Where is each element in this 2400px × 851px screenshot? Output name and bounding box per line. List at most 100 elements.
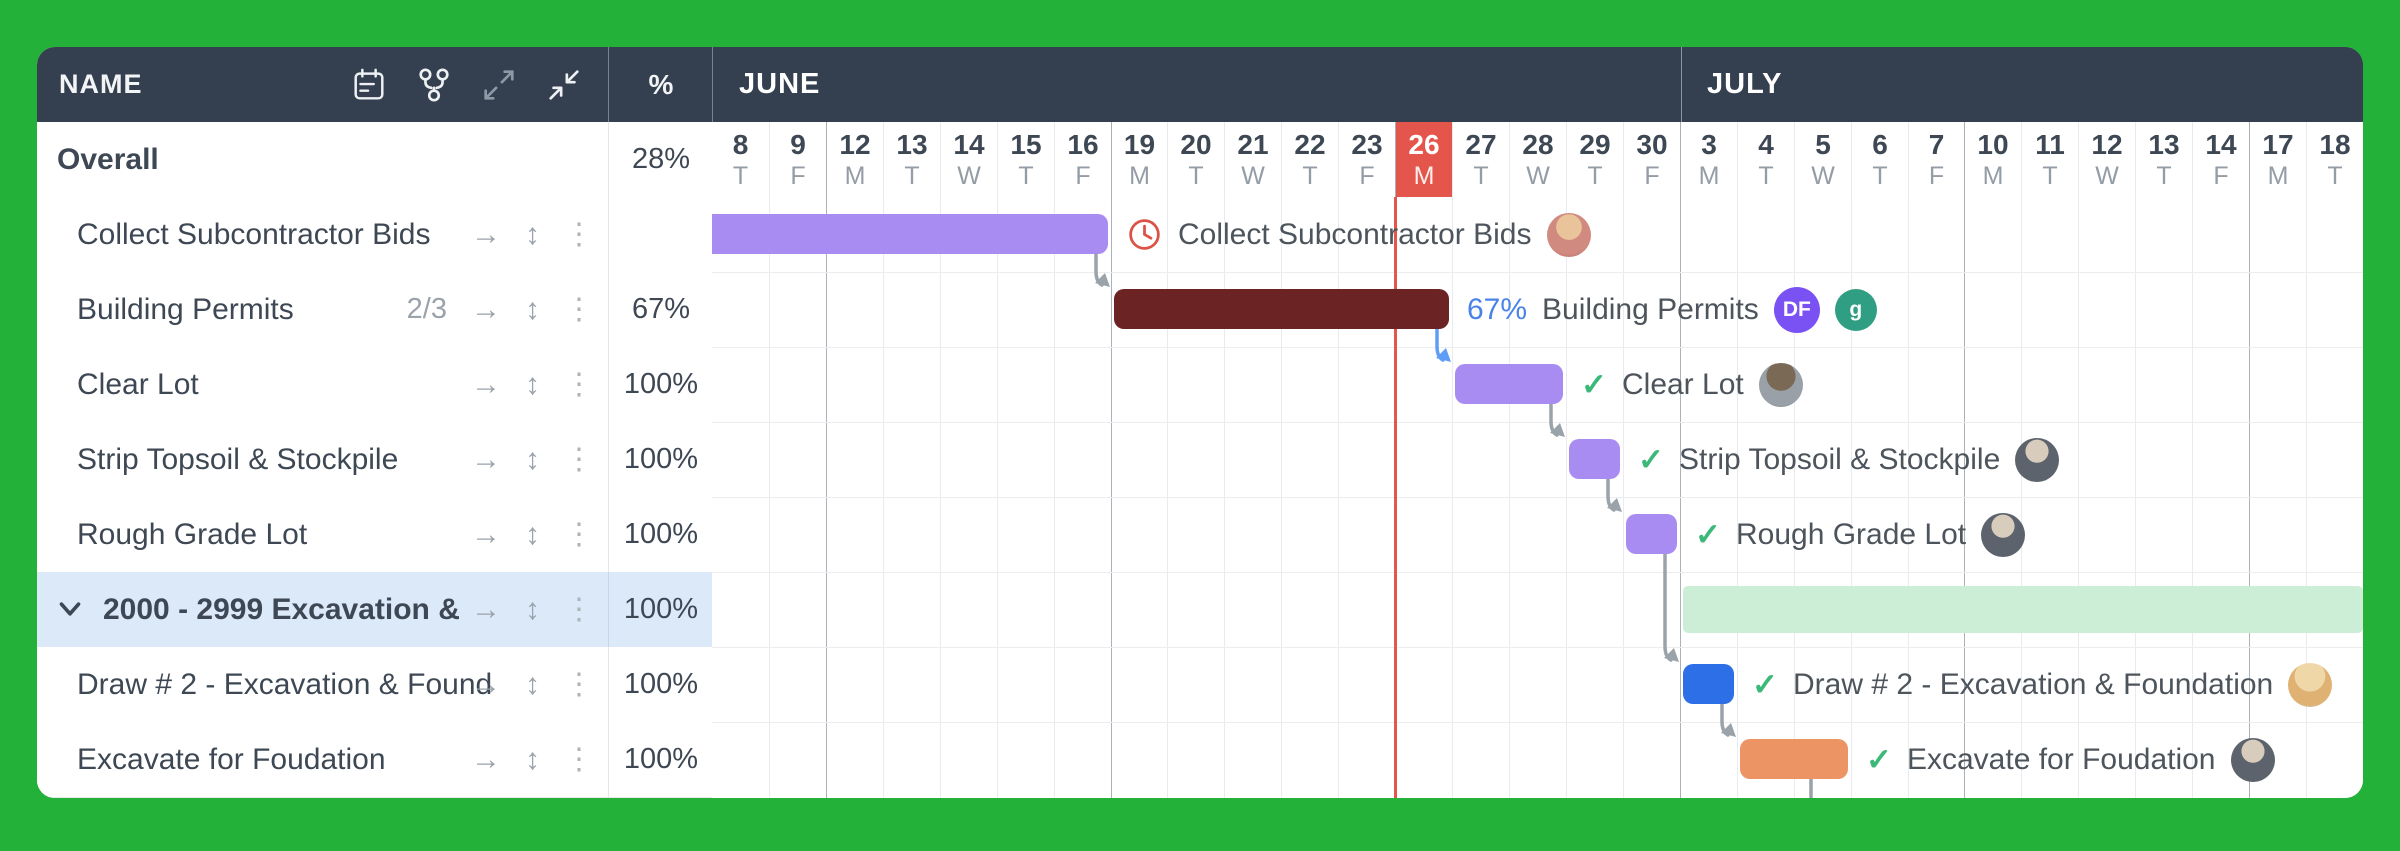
date-cell: 17 M <box>2249 122 2306 197</box>
row-menu-icon[interactable]: ⋮ <box>564 742 594 776</box>
date-number: 19 <box>1123 128 1156 160</box>
task-name: Building Permits <box>77 292 294 326</box>
date-number: 13 <box>896 128 928 160</box>
dependency-connector <box>1549 402 1565 437</box>
dependency-arrow-icon[interactable]: → <box>471 292 501 326</box>
date-cell: 28 W <box>1509 122 1566 197</box>
task-row[interactable]: Draw # 2 - Excavation & Found → ↕ ⋮ 100% <box>37 647 712 723</box>
resize-row-icon[interactable]: ↕ <box>525 517 540 551</box>
task-row[interactable]: Excavate for Foudation → ↕ ⋮ 100% <box>37 722 712 798</box>
taskbar[interactable] <box>1455 364 1563 404</box>
taskbar[interactable] <box>1683 664 1734 704</box>
check-icon: ✓ <box>1581 366 1607 402</box>
calendar-icon[interactable] <box>349 65 389 105</box>
row-menu-icon[interactable]: ⋮ <box>564 592 594 626</box>
chevron-down-icon[interactable] <box>53 596 87 627</box>
taskbar[interactable] <box>1569 439 1620 479</box>
date-weekday: M <box>844 161 866 190</box>
collapse-icon[interactable] <box>544 65 584 105</box>
resize-row-icon[interactable]: ↕ <box>525 367 540 401</box>
row-action-icons: 2/3 → ↕ ⋮ <box>407 272 594 347</box>
row-menu-icon[interactable]: ⋮ <box>564 367 594 401</box>
dependency-arrow-icon[interactable]: → <box>471 667 501 701</box>
date-number: 18 <box>2319 128 2351 160</box>
taskbar[interactable] <box>1740 739 1848 779</box>
month-header: JUNE JULY <box>712 47 2363 122</box>
date-weekday: T <box>1018 161 1034 190</box>
row-menu-icon[interactable]: ⋮ <box>564 442 594 476</box>
date-number: 14 <box>953 128 985 160</box>
expand-icon[interactable] <box>479 65 519 105</box>
dependency-arrow-icon[interactable]: → <box>471 367 501 401</box>
dependency-icon[interactable] <box>414 65 454 105</box>
avatar <box>2015 437 2060 482</box>
grid-row-line <box>712 422 2363 423</box>
date-number: 15 <box>1010 128 1042 160</box>
taskbar[interactable] <box>1626 514 1677 554</box>
row-menu-icon[interactable]: ⋮ <box>564 667 594 701</box>
date-number: 30 <box>1636 128 1668 160</box>
name-column-title: NAME <box>59 69 143 99</box>
name-column-header: NAME <box>37 47 608 122</box>
taskbar-label-text: Collect Subcontractor Bids <box>1178 217 1532 251</box>
date-number: 27 <box>1465 128 1497 160</box>
grid-row-line <box>712 647 2363 648</box>
header-icon-toolbar <box>349 47 584 122</box>
percent-column-header: % <box>608 47 713 122</box>
task-progress-count: 2/3 <box>406 293 447 325</box>
date-weekday: M <box>1413 161 1435 190</box>
task-row[interactable]: Strip Topsoil & Stockpile → ↕ ⋮ 100% <box>37 422 712 498</box>
date-cell: 14 F <box>2192 122 2249 197</box>
date-weekday: F <box>1644 161 1660 190</box>
avatar <box>2230 737 2275 782</box>
task-name: Rough Grade Lot <box>77 517 308 551</box>
avatar <box>1981 512 2026 557</box>
date-weekday: F <box>2213 161 2229 190</box>
taskbar[interactable] <box>1114 289 1449 329</box>
month-label: JULY <box>1707 68 1783 100</box>
group-taskbar[interactable] <box>1683 586 2363 633</box>
date-weekday: F <box>1359 161 1375 190</box>
resize-row-icon[interactable]: ↕ <box>525 292 540 326</box>
dependency-arrow-icon[interactable]: → <box>471 442 501 476</box>
resize-row-icon[interactable]: ↕ <box>525 592 540 626</box>
task-percent: 100% <box>608 572 713 647</box>
task-row[interactable]: Building Permits 2/3 → ↕ ⋮ 67% <box>37 272 712 348</box>
dependency-arrow-icon[interactable]: → <box>471 592 501 626</box>
resize-row-icon[interactable]: ↕ <box>525 442 540 476</box>
taskbar-label: Collect Subcontractor Bids <box>1126 197 1591 272</box>
dependency-arrow-icon[interactable]: → <box>471 517 501 551</box>
row-menu-icon[interactable]: ⋮ <box>564 517 594 551</box>
date-weekday: M <box>2267 161 2289 190</box>
date-weekday: F <box>1928 161 1945 190</box>
task-percent: 28% <box>608 122 713 197</box>
resize-row-icon[interactable]: ↕ <box>525 667 540 701</box>
dependency-connector <box>1606 477 1622 512</box>
date-number: 14 <box>2205 128 2237 160</box>
task-row[interactable]: Overall 28% <box>37 122 712 198</box>
date-weekday: M <box>1129 161 1150 190</box>
task-row[interactable]: Rough Grade Lot → ↕ ⋮ 100% <box>37 497 712 573</box>
date-number: 4 <box>1758 128 1774 160</box>
resize-row-icon[interactable]: ↕ <box>525 217 540 251</box>
row-action-icons: → ↕ ⋮ <box>471 647 594 722</box>
task-row[interactable]: Clear Lot → ↕ ⋮ 100% <box>37 347 712 423</box>
row-menu-icon[interactable]: ⋮ <box>564 292 594 326</box>
resize-row-icon[interactable]: ↕ <box>525 742 540 776</box>
dependency-connector <box>1720 702 1736 737</box>
row-menu-icon[interactable]: ⋮ <box>564 217 594 251</box>
row-action-icons: → ↕ ⋮ <box>471 422 594 497</box>
date-weekday: T <box>1188 161 1204 190</box>
task-row[interactable]: 2000 - 2999 Excavation & → ↕ ⋮ 100% <box>37 572 712 648</box>
avatar-initials: DF <box>1773 286 1820 333</box>
date-number: 29 <box>1579 128 1611 160</box>
date-cell: 13 T <box>883 122 940 197</box>
dependency-arrow-icon[interactable]: → <box>471 742 501 776</box>
date-weekday: T <box>1473 161 1489 190</box>
task-row[interactable]: Collect Subcontractor Bids → ↕ ⋮ <box>37 197 712 273</box>
date-number: 3 <box>1701 128 1717 160</box>
dependency-arrow-icon[interactable]: → <box>471 217 501 251</box>
month-separator <box>1681 47 1682 122</box>
grid-row-line <box>712 572 2363 573</box>
taskbar[interactable] <box>712 214 1108 254</box>
